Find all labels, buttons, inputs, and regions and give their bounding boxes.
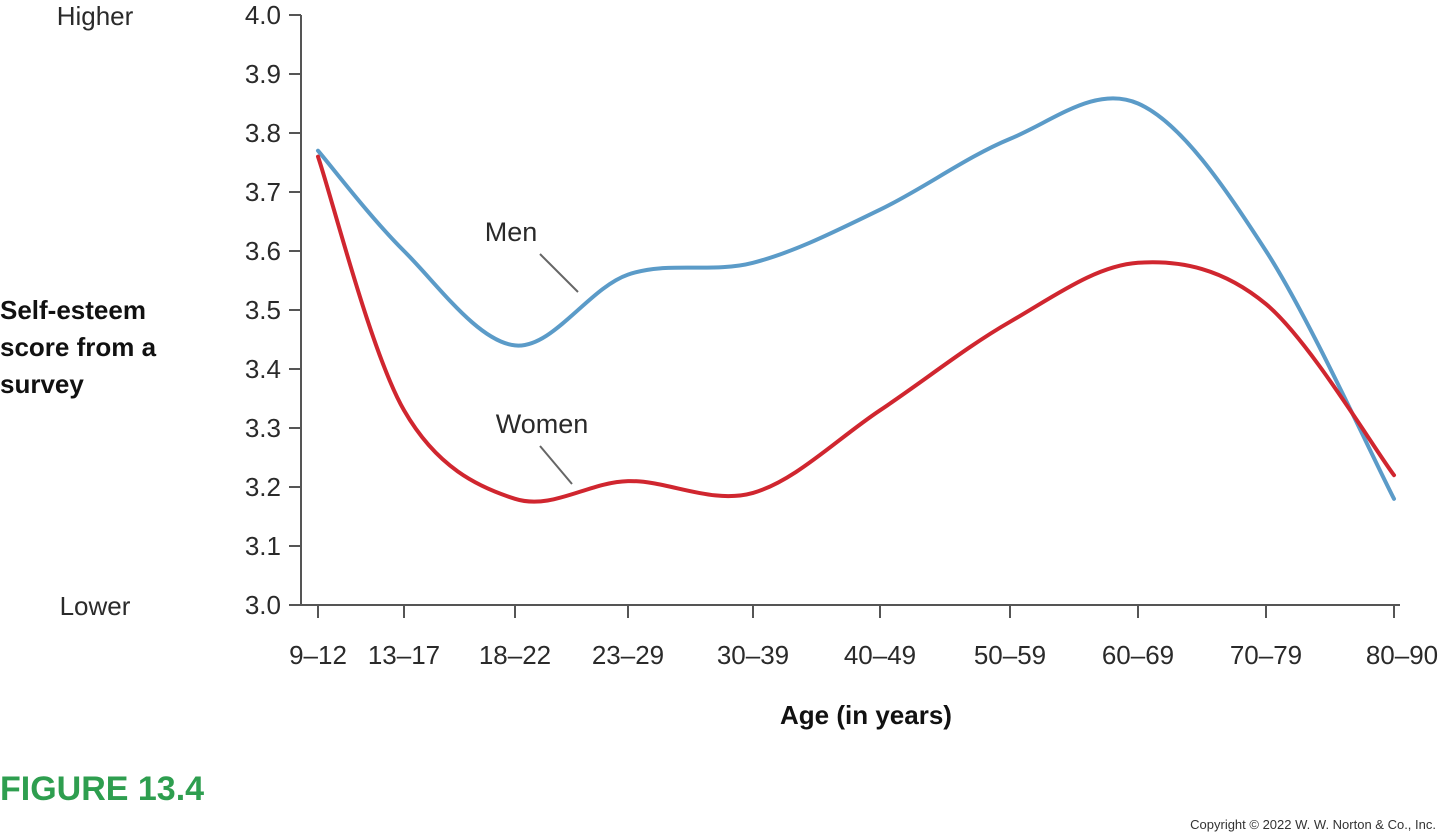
copyright-notice: Copyright © 2022 W. W. Norton & Co., Inc… [1190,817,1436,832]
y-axis-title-line-2: score from a [0,332,157,362]
y-tick-label: 3.6 [245,236,281,266]
series-layer [316,96,1396,504]
men-series-label: Men [485,217,538,247]
y-tick-label: 3.4 [245,354,281,384]
x-tick-label: 70–79 [1230,640,1302,670]
y-tick-label: 4.0 [245,0,281,30]
women-series-line [316,154,1396,504]
x-tick-label: 23–29 [592,640,664,670]
x-ticks: 9–12 13–17 18–22 23–29 30–39 40–49 50–59 60–69 7… [289,605,1438,670]
x-tick-label: 80–90 [1366,640,1438,670]
y-tick-label: 3.2 [245,472,281,502]
y-ticks: 3.0 3.1 3.2 3.3 3.4 3.5 3.6 3.7 3.8 3.9 4.0 [245,0,301,620]
women-series-label: Women [496,409,589,439]
x-axis-title: Age (in years) [780,700,952,730]
x-tick-label: 30–39 [717,640,789,670]
y-high-label: Higher [57,1,134,31]
y-tick-label: 3.0 [245,590,281,620]
y-axis-title-line-3: survey [0,369,84,399]
x-tick-label: 50–59 [974,640,1046,670]
men-label-leader [539,253,579,293]
y-tick-label: 3.5 [245,295,281,325]
men-series-line [316,96,1396,501]
y-tick-label: 3.1 [245,531,281,561]
x-tick-label: 60–69 [1102,640,1174,670]
x-tick-label: 9–12 [289,640,347,670]
figure-label: FIGURE 13.4 [0,770,204,808]
y-tick-label: 3.7 [245,177,281,207]
x-tick-label: 18–22 [479,640,551,670]
y-tick-label: 3.8 [245,118,281,148]
x-tick-label: 40–49 [844,640,916,670]
women-label-leader [539,445,573,485]
y-axis-title-line-1: Self-esteem [0,295,146,325]
y-low-label: Lower [60,591,131,621]
y-tick-label: 3.3 [245,413,281,443]
y-tick-label: 3.9 [245,59,281,89]
x-tick-label: 13–17 [368,640,440,670]
